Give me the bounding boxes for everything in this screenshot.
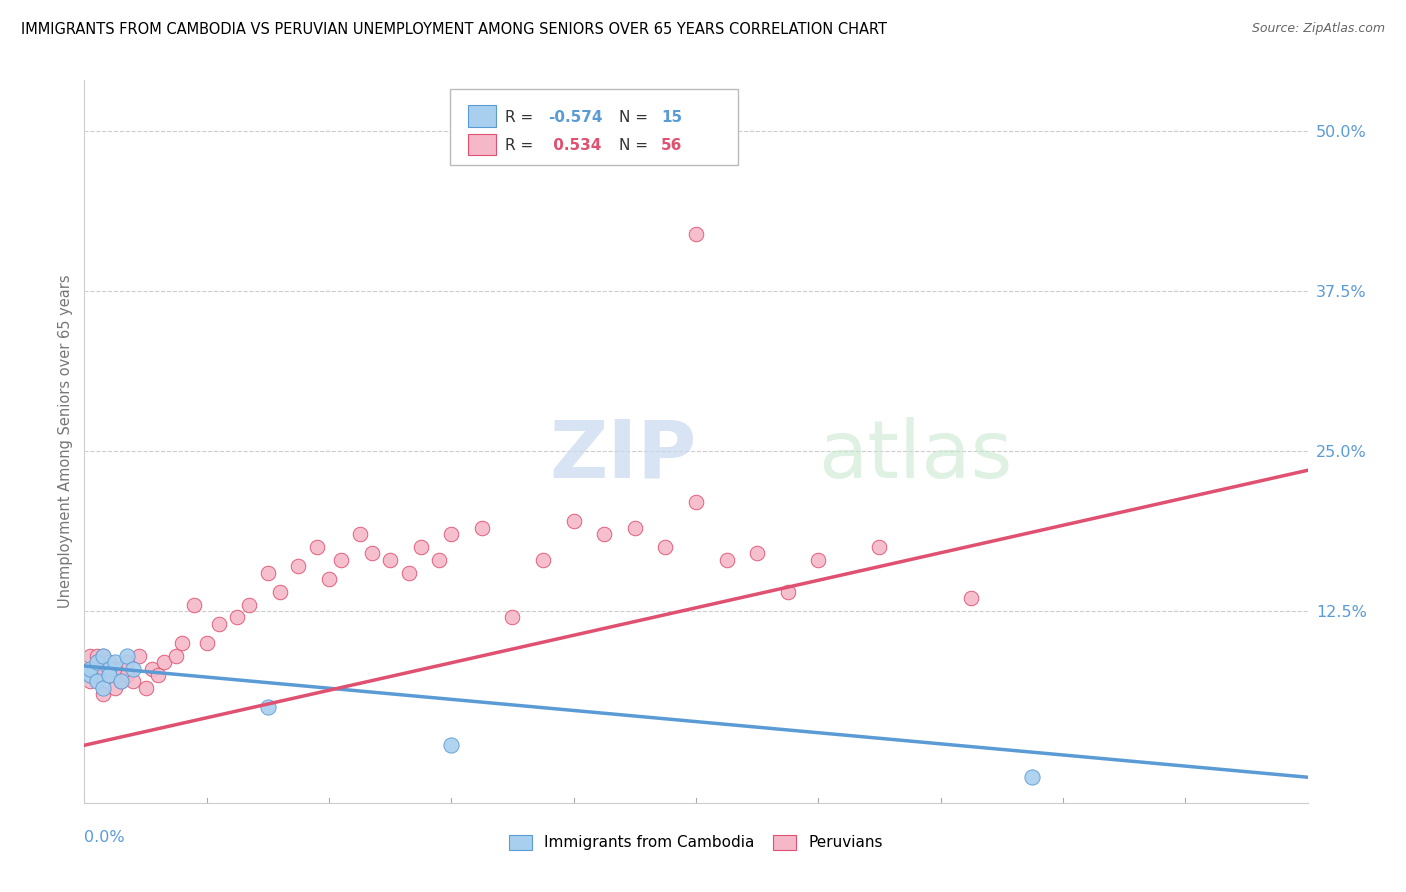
Point (380, 553, 402, 567)
Point (165, 648, 187, 663)
Point (398, 566, 420, 580)
Point (128, 648, 150, 663)
Point (122, 674, 145, 689)
Point (257, 566, 280, 580)
Text: Source: ZipAtlas.com: Source: ZipAtlas.com (1251, 22, 1385, 36)
Point (104, 655, 127, 669)
Point (122, 661, 145, 675)
Point (208, 616, 231, 631)
Point (110, 674, 132, 689)
Point (1021, 770, 1043, 784)
Text: IMMIGRANTS FROM CAMBODIA VS PERUVIAN UNEMPLOYMENT AMONG SENIORS OVER 65 YEARS CO: IMMIGRANTS FROM CAMBODIA VS PERUVIAN UNE… (21, 22, 887, 37)
Point (86, 655, 108, 669)
Point (79, 648, 101, 663)
Point (409, 540, 432, 554)
Point (440, 738, 463, 752)
Point (960, 591, 983, 606)
Point (318, 572, 340, 586)
Point (86, 648, 108, 663)
Point (685, 227, 707, 241)
Point (349, 527, 371, 541)
Point (226, 610, 249, 624)
Point (360, 546, 382, 560)
Point (238, 598, 260, 612)
Text: 0.0%: 0.0% (84, 830, 125, 845)
Text: N =: N = (619, 110, 652, 125)
Point (115, 655, 138, 669)
Text: atlas: atlas (818, 417, 1012, 495)
Point (269, 584, 291, 599)
Point (776, 584, 799, 599)
Point (471, 521, 494, 535)
Point (110, 674, 132, 689)
Point (716, 553, 738, 567)
Point (183, 598, 205, 612)
Point (195, 636, 218, 650)
Point (257, 699, 280, 714)
Text: 15: 15 (661, 110, 682, 125)
Point (330, 553, 353, 567)
Point (747, 546, 769, 560)
Point (91, 661, 114, 675)
Text: -0.574: -0.574 (548, 110, 603, 125)
Point (110, 661, 132, 675)
Point (562, 515, 585, 529)
Point (91, 687, 114, 701)
Point (79, 674, 101, 689)
Point (104, 681, 127, 695)
Text: 56: 56 (661, 138, 682, 153)
Legend: Immigrants from Cambodia, Peruvians: Immigrants from Cambodia, Peruvians (503, 829, 889, 856)
Point (624, 521, 647, 535)
Point (91, 648, 114, 663)
Point (141, 661, 163, 675)
Point (97, 661, 120, 675)
Point (97, 668, 120, 682)
Point (79, 661, 101, 675)
Point (427, 553, 450, 567)
Text: 0.534: 0.534 (548, 138, 602, 153)
Point (654, 540, 676, 554)
Y-axis label: Unemployment Among Seniors over 65 years: Unemployment Among Seniors over 65 years (58, 275, 73, 608)
Point (172, 636, 194, 650)
Point (287, 559, 309, 574)
Text: R =: R = (505, 138, 538, 153)
Point (91, 681, 114, 695)
Text: N =: N = (619, 138, 652, 153)
Point (97, 655, 120, 669)
Point (153, 655, 176, 669)
Point (593, 527, 616, 541)
Point (135, 681, 157, 695)
Point (146, 668, 169, 682)
Point (86, 668, 108, 682)
Point (531, 553, 554, 567)
Point (502, 610, 524, 624)
Point (440, 527, 463, 541)
Point (104, 661, 127, 675)
Point (115, 668, 138, 682)
Point (97, 668, 120, 682)
Point (869, 540, 891, 554)
Point (91, 648, 114, 663)
Text: R =: R = (505, 110, 538, 125)
Point (86, 674, 108, 689)
Point (79, 668, 101, 682)
Point (685, 495, 707, 509)
Point (115, 648, 138, 663)
Point (305, 540, 328, 554)
Point (807, 553, 830, 567)
Text: ZIP: ZIP (550, 417, 696, 495)
